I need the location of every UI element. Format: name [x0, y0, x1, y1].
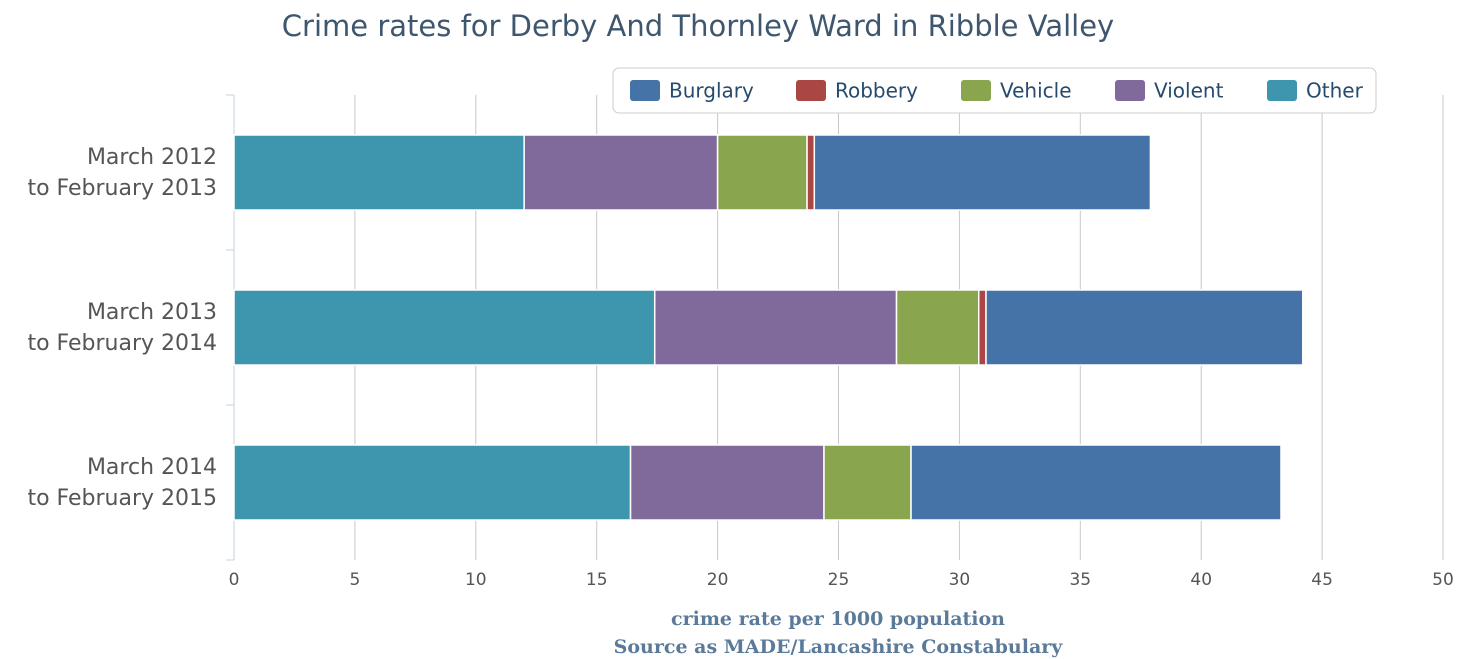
- legend-swatch: [961, 80, 991, 101]
- bar-segment: [813, 134, 1152, 211]
- legend-label[interactable]: Vehicle: [1000, 79, 1072, 103]
- x-tick-label: 25: [828, 570, 850, 590]
- bar-segment: [977, 289, 987, 366]
- bar-segment: [523, 134, 719, 211]
- bar-segment: [629, 444, 825, 521]
- legend-label[interactable]: Burglary: [669, 79, 754, 103]
- legend-swatch: [630, 80, 660, 101]
- legend-label[interactable]: Violent: [1154, 79, 1224, 103]
- y-tick-label: March 2014 to February 2015: [27, 454, 217, 511]
- bar-segment: [895, 289, 980, 366]
- bar-segment: [823, 444, 912, 521]
- legend-swatch: [1115, 80, 1145, 101]
- y-tick-label: March 2012 to February 2013: [27, 144, 217, 201]
- x-tick-label: 30: [949, 570, 971, 590]
- bar-segment: [233, 134, 525, 211]
- bar-segment: [233, 444, 632, 521]
- legend-swatch: [796, 80, 826, 101]
- bar-segment: [653, 289, 898, 366]
- x-tick-label: 5: [349, 570, 360, 590]
- x-tick-label: 45: [1311, 570, 1333, 590]
- legend-label[interactable]: Other: [1306, 79, 1364, 103]
- x-tick-label: 35: [1069, 570, 1091, 590]
- source-note: Source as MADE/Lancashire Constabulary: [614, 636, 1064, 658]
- chart-title: Crime rates for Derby And Thornley Ward …: [282, 9, 1114, 43]
- x-axis-title: crime rate per 1000 population: [671, 608, 1005, 630]
- x-tick-label: 50: [1432, 570, 1454, 590]
- bar-segment: [233, 289, 656, 366]
- y-tick-label: March 2013 to February 2014: [27, 299, 217, 356]
- bar-segment: [985, 289, 1304, 366]
- legend-box: [612, 67, 1377, 114]
- bar-segment: [716, 134, 808, 211]
- x-tick-label: 20: [707, 570, 729, 590]
- legend-label[interactable]: Robbery: [835, 79, 918, 103]
- x-tick-label: 0: [229, 570, 240, 590]
- bar-segment: [910, 444, 1282, 521]
- legend-swatch: [1267, 80, 1297, 101]
- bar-segment: [806, 134, 816, 211]
- x-tick-label: 10: [465, 570, 487, 590]
- x-tick-label: 15: [586, 570, 608, 590]
- x-tick-label: 40: [1190, 570, 1212, 590]
